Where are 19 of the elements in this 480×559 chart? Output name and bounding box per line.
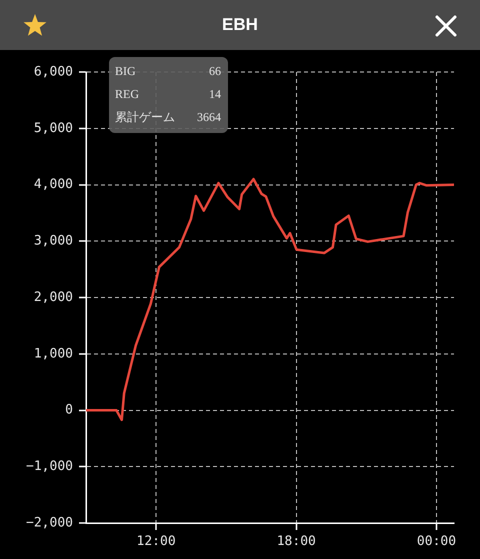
x-tick-label: 12:00: [136, 534, 176, 550]
y-tick-label: 0: [65, 402, 73, 418]
y-tick-label: 2,000: [34, 290, 73, 305]
annotation: REG: [115, 87, 139, 102]
annotation: 3664: [197, 110, 221, 125]
x-tick-label: 18:00: [276, 534, 316, 550]
y-tick-label: 3,000: [34, 234, 73, 248]
y-tick-label: −1,000: [26, 459, 73, 474]
annotation: 14: [209, 87, 221, 102]
y-tick-label: −2,000: [26, 515, 73, 530]
y-tick-label: 6,000: [34, 64, 73, 80]
y-tick-label: 1,000: [34, 346, 73, 362]
annotation: 累計ゲーム: [115, 109, 175, 126]
y-tick-label: 5,000: [34, 120, 73, 136]
annotation: BIG: [115, 64, 136, 79]
x-tick-label: 00:00: [416, 534, 456, 550]
y-tick-label: 4,000: [34, 177, 73, 192]
chart-title: EBH: [222, 15, 258, 35]
annotation: 66: [209, 64, 221, 79]
